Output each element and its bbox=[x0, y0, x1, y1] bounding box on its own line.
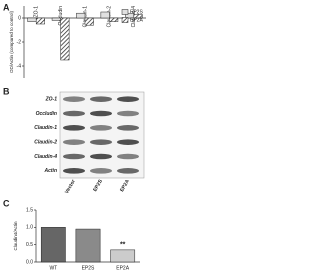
blot-row-label: ZO-1 bbox=[45, 96, 58, 102]
blot-row-label: Claudin-2 bbox=[34, 139, 57, 145]
bar bbox=[60, 17, 70, 61]
legend-swatch bbox=[121, 9, 129, 15]
blot-band bbox=[117, 168, 139, 174]
blot-column-label: Vector bbox=[64, 179, 77, 195]
bar bbox=[27, 17, 37, 22]
blot-column-label: EP2S bbox=[92, 178, 104, 193]
bar bbox=[40, 227, 66, 263]
blot-band bbox=[90, 139, 112, 145]
y-tick-label: 1.5 bbox=[26, 207, 33, 213]
blot-band bbox=[63, 125, 85, 131]
blot-row-label: Actin bbox=[44, 168, 58, 174]
figure: A B C -4 -2 0 OD/Actin (compared to control… bbox=[3, 2, 146, 271]
blot-row-label: Claudin-1 bbox=[34, 125, 57, 131]
blot-band bbox=[117, 110, 139, 117]
y-tick-label: -4 bbox=[17, 63, 22, 69]
annotation: ** bbox=[120, 242, 126, 249]
blot-band bbox=[63, 153, 85, 160]
y-tick-label: 1.0 bbox=[26, 225, 33, 231]
bar bbox=[51, 17, 61, 21]
bar bbox=[133, 14, 143, 19]
blot-band bbox=[117, 96, 139, 102]
bar bbox=[75, 228, 101, 263]
bar bbox=[84, 17, 94, 26]
legend-label: EP2A bbox=[130, 17, 143, 23]
category-label: Claudin-2 bbox=[107, 6, 113, 28]
blot-band bbox=[90, 168, 112, 174]
blot-row-label: Claudin-4 bbox=[34, 154, 57, 160]
legend-swatch bbox=[121, 17, 129, 23]
blot-band bbox=[63, 110, 85, 117]
panel-label: A bbox=[3, 2, 10, 12]
blot-band bbox=[117, 139, 139, 145]
y-axis-label: OD/Actin (compared to control) bbox=[9, 10, 14, 73]
bar bbox=[109, 17, 119, 22]
blot-band bbox=[90, 110, 112, 117]
blot-column-label: EP2A bbox=[119, 178, 131, 193]
blot-band bbox=[90, 153, 112, 160]
category-label: WT bbox=[49, 265, 57, 271]
blot-band bbox=[90, 96, 112, 102]
bar bbox=[76, 12, 86, 19]
y-tick-label: -2 bbox=[17, 39, 22, 45]
blot-band bbox=[90, 125, 112, 131]
blot-row-label: Occludin bbox=[36, 111, 57, 117]
blot-band bbox=[117, 153, 139, 160]
bar bbox=[110, 249, 136, 263]
y-tick-label: 0 bbox=[18, 15, 21, 21]
category-label: Claudin-1 bbox=[82, 6, 88, 28]
blot-band bbox=[63, 96, 85, 102]
bar bbox=[35, 17, 45, 25]
panel-label: C bbox=[3, 198, 10, 208]
blot-band bbox=[117, 125, 139, 131]
panel-label: B bbox=[3, 86, 10, 96]
category-label: ZO-1 bbox=[34, 6, 40, 18]
y-tick-label: 0.5 bbox=[26, 242, 33, 248]
y-axis-label: Claudin4/Actin bbox=[13, 221, 18, 251]
category-label: EP2S bbox=[82, 265, 95, 271]
bar bbox=[100, 11, 110, 19]
blot-membrane bbox=[59, 91, 145, 179]
category-label: EP2A bbox=[116, 265, 129, 271]
category-label: Occludin bbox=[58, 6, 64, 26]
blot-band bbox=[63, 168, 85, 174]
blot-band bbox=[63, 139, 85, 145]
legend-label: EP2S bbox=[130, 9, 143, 15]
y-tick-label: 0.0 bbox=[26, 259, 33, 265]
